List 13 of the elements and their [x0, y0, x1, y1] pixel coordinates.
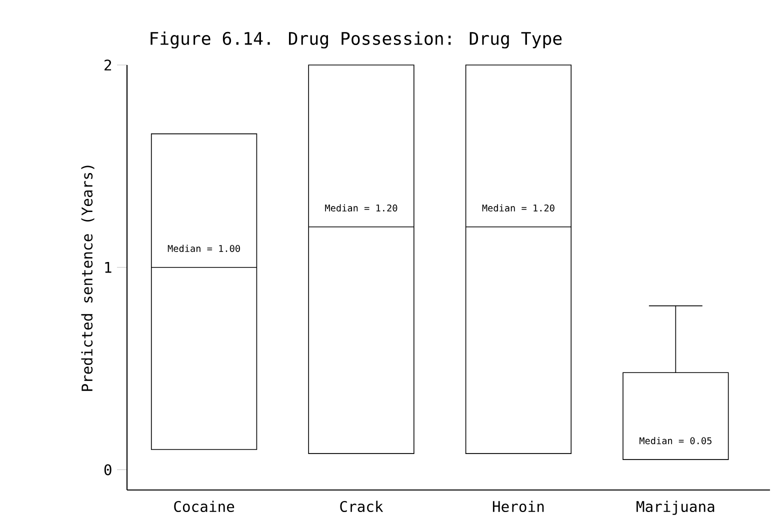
annotation: Median = 1.20: [482, 204, 554, 212]
x-tick-label: Crack: [340, 500, 384, 512]
x-tick-label: Heroin: [492, 500, 544, 512]
y-axis-title: Predicted sentence (Years): [81, 166, 94, 391]
y-tick-label: 2: [104, 60, 112, 70]
x-tick-label: Cocaine: [174, 500, 234, 512]
annotation: Median = 1.00: [168, 244, 240, 252]
y-tick-label: 0: [104, 464, 112, 476]
chart-title: Figure 6.14. Drug Possession: Drug Type: [150, 32, 562, 48]
annotation: Median = 1.20: [325, 204, 398, 212]
annotation: Median = 0.05: [640, 437, 712, 444]
x-tick-label: Marijuana: [636, 500, 714, 515]
y-tick-label: 1: [105, 262, 112, 273]
